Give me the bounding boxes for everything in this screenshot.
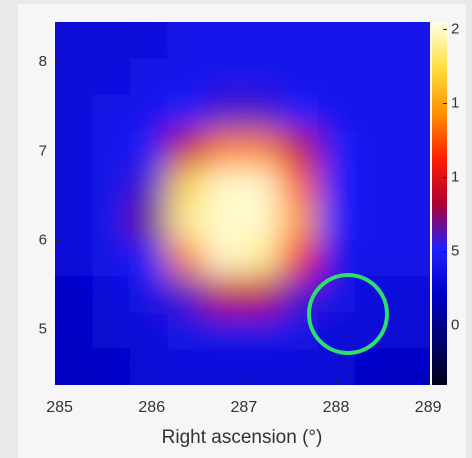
colorbar-tick-label: 5 <box>451 243 459 260</box>
colorbar-tick-label: 0 <box>451 317 459 334</box>
heatmap-cell <box>168 240 206 277</box>
heatmap-cell <box>93 276 131 313</box>
colorbar <box>432 22 447 385</box>
y-tick-label: 6 <box>39 231 47 248</box>
y-tick-label: 8 <box>39 53 47 70</box>
heatmap-cell <box>130 58 168 95</box>
heatmap-cell <box>93 58 131 95</box>
heatmap-cell <box>168 131 206 168</box>
colorbar-tick-label: 1 <box>451 169 459 186</box>
heatmap-cell <box>205 131 243 168</box>
heatmap-cell <box>318 95 356 132</box>
heatmap-cell <box>130 312 168 349</box>
x-axis-label: Right ascension (°) <box>162 427 323 448</box>
heatmap-cell <box>355 95 393 132</box>
heatmap-cell <box>355 240 393 277</box>
heatmap-cell <box>355 204 393 241</box>
x-tick-label: 286 <box>138 399 165 416</box>
heatmap-cell <box>205 204 243 241</box>
heatmap-cell <box>130 167 168 204</box>
heatmap-cell <box>130 204 168 241</box>
heatmap-cell <box>205 240 243 277</box>
heatmap-cell <box>205 58 243 95</box>
heatmap-cell <box>93 167 131 204</box>
heatmap <box>15 0 471 426</box>
heatmap-cell <box>280 167 318 204</box>
chart: Right ascension (°) 285 286 287 288 289 5 6 7 8 2… <box>0 0 472 458</box>
colorbar-tick-label: 2 <box>451 20 459 37</box>
heatmap-cell <box>318 58 356 95</box>
heatmap-cell <box>243 58 281 95</box>
heatmap-cell <box>318 240 356 277</box>
heatmap-cell <box>93 204 131 241</box>
page: {"chart_data": { "type": "heatmap", "xla… <box>0 0 472 458</box>
heatmap-cell <box>355 167 393 204</box>
heatmap-cell <box>130 95 168 132</box>
y-tick-label: 7 <box>39 142 47 159</box>
y-tick-label: 5 <box>39 321 47 338</box>
heatmap-cell <box>280 240 318 277</box>
colorbar-tick-label: 1 <box>451 94 459 111</box>
heatmap-cell <box>243 204 281 241</box>
heatmap-cell <box>168 95 206 132</box>
heatmap-cell <box>280 95 318 132</box>
heatmap-cell <box>243 131 281 168</box>
heatmap-cell <box>130 240 168 277</box>
x-tick-label: 289 <box>415 399 442 416</box>
heatmap-cell <box>355 58 393 95</box>
heatmap-cell <box>130 276 168 313</box>
heatmap-cell <box>168 58 206 95</box>
heatmap-cell <box>243 240 281 277</box>
heatmap-cell <box>280 131 318 168</box>
heatmap-cell <box>243 95 281 132</box>
heatmap-cell <box>205 312 243 349</box>
heatmap-cell <box>280 58 318 95</box>
heatmap-cell <box>168 276 206 313</box>
heatmap-cell <box>243 312 281 349</box>
heatmap-cell <box>168 204 206 241</box>
heatmap-cell <box>318 167 356 204</box>
heatmap-cell <box>168 167 206 204</box>
heatmap-cell <box>318 131 356 168</box>
heatmap-cell <box>93 240 131 277</box>
heatmap-cell <box>93 312 131 349</box>
heatmap-cell <box>168 312 206 349</box>
heatmap-cell <box>243 167 281 204</box>
heatmap-cells <box>15 0 471 426</box>
heatmap-cell <box>355 131 393 168</box>
heatmap-cell <box>130 131 168 168</box>
heatmap-cell <box>318 204 356 241</box>
heatmap-cell <box>93 95 131 132</box>
heatmap-cell <box>243 276 281 313</box>
heatmap-cell <box>205 167 243 204</box>
heatmap-cell <box>93 131 131 168</box>
heatmap-cell <box>205 276 243 313</box>
x-tick-label: 285 <box>46 399 73 416</box>
x-tick-label: 288 <box>323 399 350 416</box>
x-tick-label: 287 <box>231 399 258 416</box>
heatmap-cell <box>205 95 243 132</box>
heatmap-cell <box>280 204 318 241</box>
